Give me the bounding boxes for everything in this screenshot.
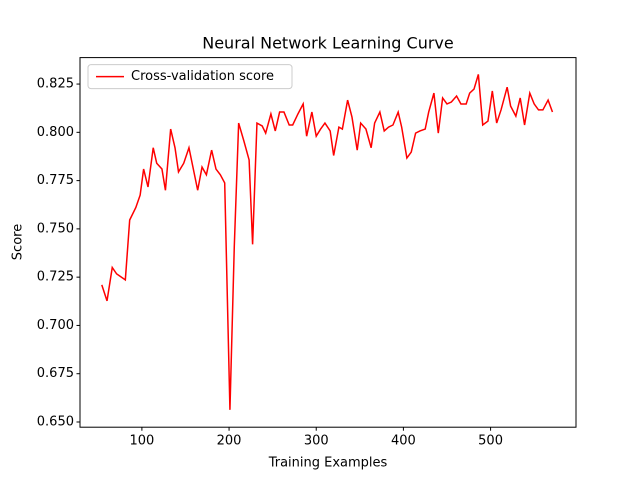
x-axis-label: Training Examples <box>268 456 388 471</box>
legend-box <box>87 64 293 90</box>
legend-label: Cross-validation score <box>131 69 274 84</box>
y-tick-label: 0.725 <box>37 270 74 285</box>
y-axis-label: Score <box>11 224 26 260</box>
x-tick-label: 300 <box>304 434 329 449</box>
x-tick-label: 200 <box>217 434 242 449</box>
y-tick-label: 0.750 <box>37 221 74 236</box>
x-tick-label: 500 <box>478 434 503 449</box>
data-line <box>101 74 554 410</box>
y-tick-label: 0.675 <box>37 366 74 381</box>
y-tick-label: 0.650 <box>37 414 74 429</box>
y-tick-label: 0.825 <box>37 77 74 92</box>
x-tick-label: 100 <box>129 434 154 449</box>
x-tick-label: 400 <box>391 434 416 449</box>
y-tick-label: 0.775 <box>37 173 74 188</box>
y-tick-label: 0.700 <box>37 318 74 333</box>
chart-title: Neural Network Learning Curve <box>202 34 454 53</box>
y-tick-label: 0.800 <box>37 125 74 140</box>
plot-frame <box>79 57 577 428</box>
